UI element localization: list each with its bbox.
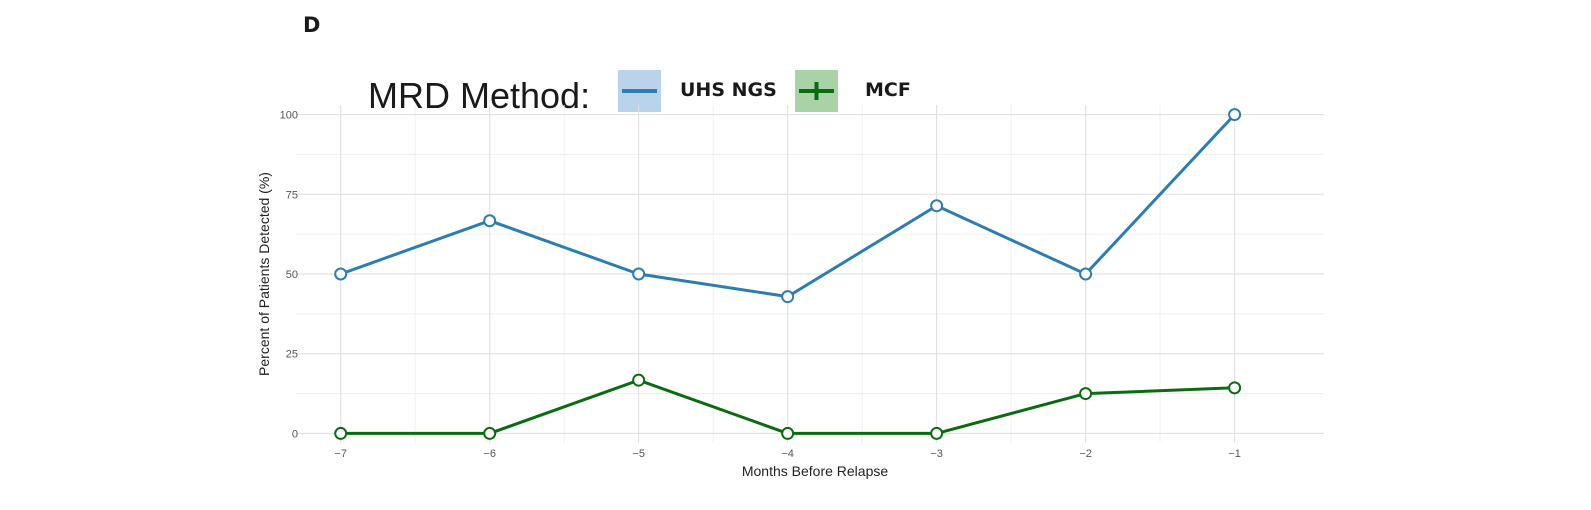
legend-label-uhs-ngs: UHS NGS	[680, 79, 777, 101]
data-point-uhs-ngs	[1228, 108, 1242, 122]
series-mcf	[334, 373, 1242, 440]
x-tick-label: −3	[930, 448, 943, 460]
data-point-uhs-ngs	[483, 214, 497, 228]
data-point-uhs-ngs	[1079, 267, 1093, 281]
grid	[296, 105, 1324, 443]
panel-label: D	[303, 13, 320, 37]
x-tick-label: −2	[1079, 448, 1092, 460]
data-point-uhs-ngs	[632, 267, 646, 281]
legend: MRD Method: UHS NGS MCF	[368, 70, 911, 116]
y-tick-label: 50	[286, 269, 298, 281]
y-tick-label: 25	[286, 349, 298, 361]
y-axis: 0 25 50 75 100	[280, 110, 298, 441]
x-tick-label: −6	[483, 448, 496, 460]
x-axis-title: Months Before Relapse	[742, 463, 889, 479]
legend-label-mcf: MCF	[865, 79, 911, 101]
data-point-mcf	[334, 426, 348, 440]
data-point-mcf	[1079, 387, 1093, 401]
x-tick-label: −4	[781, 448, 794, 460]
y-axis-title: Percent of Patients Detected (%)	[256, 172, 272, 376]
data-point-mcf	[1228, 381, 1242, 395]
y-tick-label: 75	[286, 189, 298, 201]
y-tick-label: 100	[280, 110, 298, 122]
legend-title: MRD Method:	[368, 75, 590, 116]
x-axis: −7 −6 −5 −4 −3 −2 −1	[334, 448, 1240, 460]
y-tick-label: 0	[292, 428, 298, 440]
legend-entry-uhs-ngs: UHS NGS	[618, 70, 777, 112]
x-tick-label: −7	[334, 448, 347, 460]
series-layer	[334, 108, 1242, 440]
data-point-mcf	[930, 426, 944, 440]
data-point-mcf	[632, 373, 646, 387]
data-point-mcf	[781, 426, 795, 440]
legend-entry-mcf: MCF	[795, 70, 911, 112]
data-point-uhs-ngs	[930, 199, 944, 213]
data-point-uhs-ngs	[781, 290, 795, 304]
data-point-uhs-ngs	[334, 267, 348, 281]
x-tick-label: −1	[1228, 448, 1241, 460]
x-tick-label: −5	[632, 448, 645, 460]
data-point-mcf	[483, 426, 497, 440]
series-uhs-ngs	[334, 108, 1242, 304]
